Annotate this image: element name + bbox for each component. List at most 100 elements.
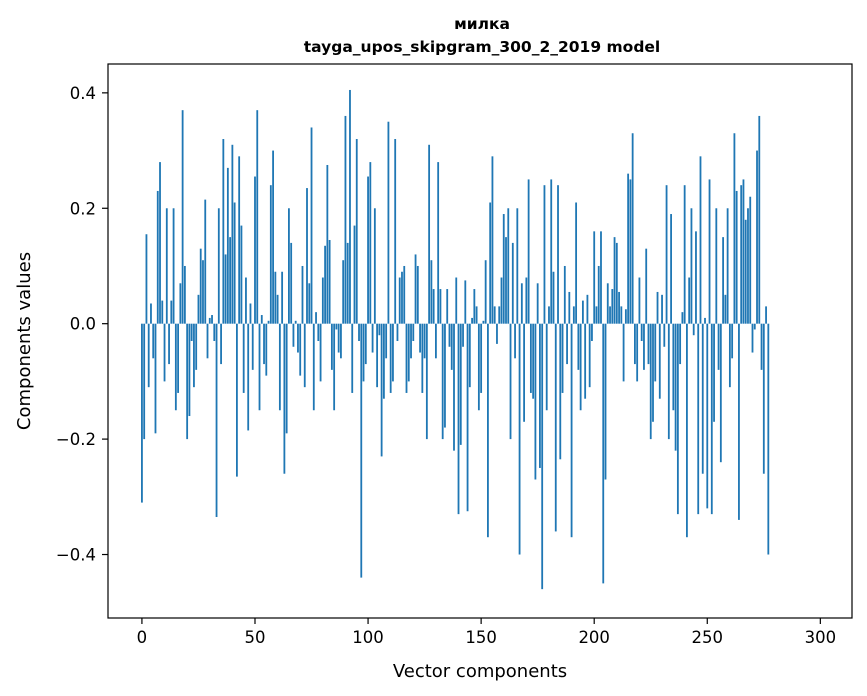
bars-group [141, 89, 770, 590]
bar-78 [317, 323, 320, 341]
bar-218 [634, 323, 636, 365]
bar-1 [143, 323, 146, 440]
x-axis-ticks: 0 50 100 150 200 250 300 [137, 618, 836, 647]
bar-238 [679, 323, 682, 365]
x-tick-label: 250 [692, 628, 724, 647]
bar-195 [581, 300, 584, 324]
bar-153 [487, 323, 489, 538]
bar-267 [744, 219, 747, 324]
bar-71 [301, 265, 304, 324]
bar-244 [692, 323, 695, 336]
bar-93 [351, 323, 354, 393]
bar-67 [292, 323, 295, 347]
bar-198 [588, 323, 591, 388]
bar-214 [624, 309, 627, 324]
bar-72 [303, 323, 306, 388]
bar-148 [475, 306, 478, 324]
bar-144 [466, 323, 469, 512]
bar-201 [595, 306, 598, 324]
bar-177 [541, 323, 544, 590]
bar-256 [719, 323, 722, 463]
bar-107 [382, 323, 385, 399]
bar-251 [708, 179, 711, 324]
plot-frame [107, 63, 853, 619]
bar-3 [147, 323, 150, 388]
bar-200 [593, 231, 596, 324]
bar-264 [738, 323, 740, 520]
bar-249 [704, 317, 706, 324]
bar-103 [373, 208, 376, 324]
bar-30 [208, 317, 211, 324]
bar-82 [326, 164, 329, 324]
bar-19 [183, 265, 186, 324]
bar-257 [722, 237, 725, 324]
bar-73 [306, 188, 308, 324]
bar-131 [437, 162, 440, 324]
bar-74 [308, 283, 311, 324]
y-tick-label: 0.4 [70, 84, 96, 103]
bar-184 [557, 185, 559, 324]
bar-7 [156, 190, 159, 324]
bar-57 [269, 185, 272, 324]
bar-26 [199, 248, 202, 324]
bar-260 [728, 323, 731, 388]
bar-239 [681, 312, 684, 324]
bar-190 [570, 323, 573, 538]
bar-34 [217, 208, 220, 324]
x-tick-label: 200 [578, 628, 610, 647]
bar-266 [742, 179, 745, 324]
x-tick-label: 100 [352, 628, 384, 647]
bar-240 [683, 185, 686, 324]
bar-241 [686, 323, 688, 538]
bar-271 [753, 323, 756, 330]
bar-54 [263, 323, 265, 365]
bar-221 [640, 323, 643, 341]
bar-261 [731, 323, 734, 359]
bar-233 [667, 323, 670, 440]
bar-62 [281, 271, 284, 324]
bar-273 [758, 115, 761, 324]
bar-219 [636, 323, 639, 382]
bar-97 [360, 323, 363, 578]
bar-228 [656, 291, 659, 324]
bar-49 [251, 323, 254, 370]
bar-70 [299, 323, 302, 376]
bar-56 [267, 320, 270, 324]
bar-139 [455, 277, 458, 324]
bar-255 [717, 323, 720, 370]
bar-216 [629, 179, 632, 324]
bar-29 [206, 323, 209, 359]
bar-53 [260, 315, 263, 324]
bar-14 [172, 208, 175, 324]
bar-160 [502, 214, 505, 324]
bar-146 [471, 317, 473, 324]
bar-172 [529, 323, 532, 393]
bar-246 [697, 323, 700, 515]
bar-36 [222, 139, 225, 324]
bar-52 [258, 323, 261, 411]
bar-80 [321, 277, 324, 324]
bar-185 [559, 323, 562, 460]
bar-179 [545, 323, 548, 411]
bar-127 [428, 144, 431, 324]
y-tick-label: −0.2 [56, 430, 96, 449]
bar-277 [767, 323, 770, 555]
bar-262 [733, 133, 736, 324]
bar-16 [177, 323, 180, 393]
bar-121 [414, 254, 417, 324]
bar-111 [392, 323, 394, 382]
bar-9 [161, 300, 164, 324]
bar-37 [224, 254, 227, 324]
bar-205 [604, 323, 607, 480]
bar-130 [435, 323, 437, 359]
bar-161 [505, 237, 507, 324]
bar-156 [493, 306, 496, 324]
bar-60 [276, 294, 279, 324]
bar-95 [355, 139, 358, 324]
bar-13 [170, 300, 173, 324]
bar-108 [385, 323, 388, 359]
bar-263 [735, 190, 738, 324]
bar-126 [425, 323, 428, 440]
bar-15 [174, 323, 177, 411]
